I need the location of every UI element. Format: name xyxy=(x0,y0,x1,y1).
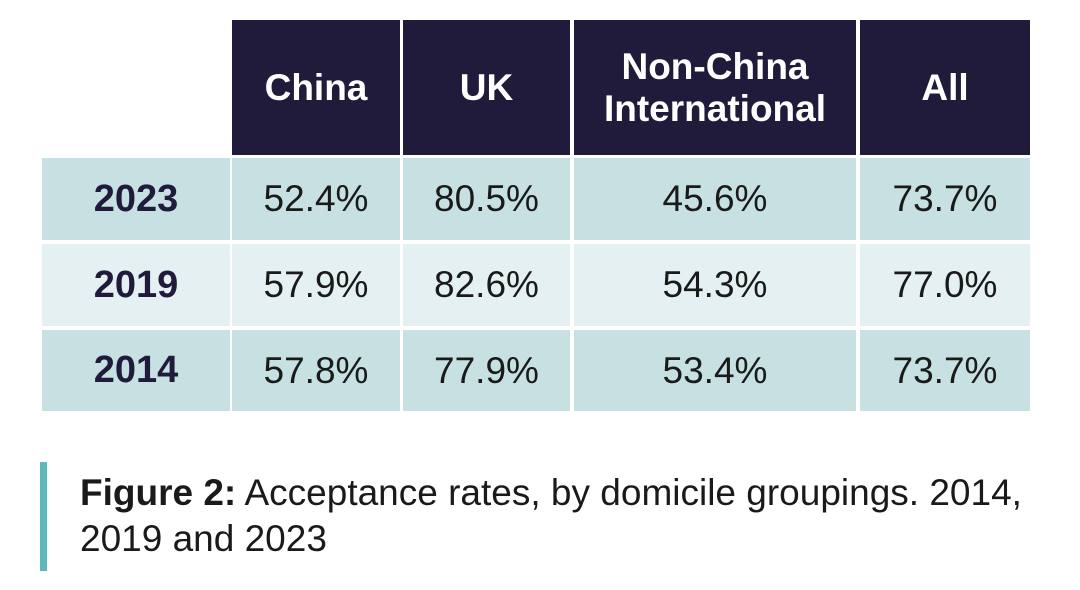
table-cell: 53.4% xyxy=(574,330,856,411)
row-header-2014: 2014 xyxy=(42,330,230,411)
table-cell: 80.5% xyxy=(403,158,570,240)
table-cell: 77.9% xyxy=(403,330,570,411)
figure-caption: Figure 2: Acceptance rates, by domicile … xyxy=(80,470,1060,562)
caption-accent-bar xyxy=(40,462,47,571)
table-cell: 73.7% xyxy=(860,158,1030,240)
row-header-2019: 2019 xyxy=(42,244,230,326)
column-header-non-china-international: Non-China International xyxy=(574,20,856,155)
column-header-uk: UK xyxy=(403,20,570,155)
caption-text: Acceptance rates, by domicile groupings.… xyxy=(80,472,1022,559)
table-cell: 45.6% xyxy=(574,158,856,240)
table-cell: 82.6% xyxy=(403,244,570,326)
table-cell: 57.9% xyxy=(232,244,400,326)
caption-label: Figure 2: xyxy=(80,472,237,513)
table-cell: 57.8% xyxy=(232,330,400,411)
table-cell: 54.3% xyxy=(574,244,856,326)
table-cell: 73.7% xyxy=(860,330,1030,411)
row-header-2023: 2023 xyxy=(42,158,230,240)
table-cell: 77.0% xyxy=(860,244,1030,326)
column-header-china: China xyxy=(232,20,400,155)
table-cell: 52.4% xyxy=(232,158,400,240)
column-header-all: All xyxy=(860,20,1030,155)
